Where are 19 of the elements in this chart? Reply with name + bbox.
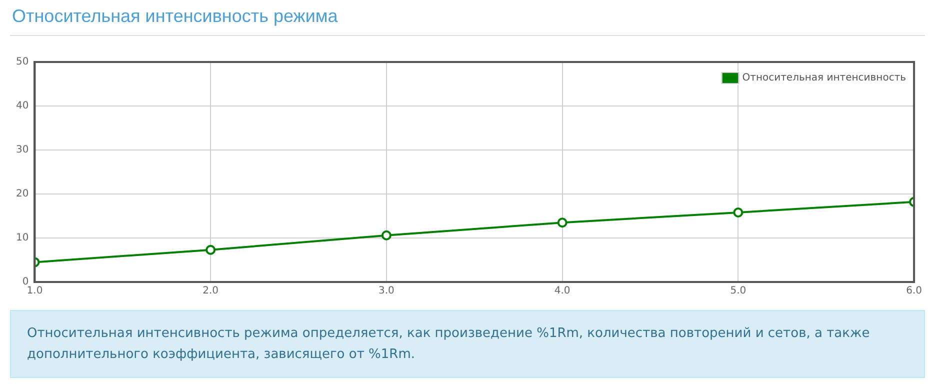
x-tick-label: 6.0 [906, 286, 922, 297]
x-tick-label: 3.0 [378, 286, 394, 297]
point [381, 230, 392, 240]
x-tick-label: 1.0 [26, 286, 43, 297]
point [557, 218, 568, 228]
x-tick-label: 2.0 [202, 286, 219, 297]
y-tick-label: 10 [16, 232, 29, 244]
legend-label: Относительная интенсивность [742, 72, 906, 84]
y-tick-label: 30 [16, 144, 29, 156]
y-tick-label: 40 [16, 100, 29, 112]
y-tick-label: 50 [16, 56, 29, 68]
y-tick-label: 0 [22, 276, 29, 288]
x-tick-label: 5.0 [730, 286, 746, 297]
y-tick-label: 20 [16, 188, 29, 200]
point [733, 207, 744, 218]
text: Относительная интенсивность режима определяется, как произведение %1Rm, количества повторений и сетов, а также дополнительного коэффициента, зависящего от %1Rm. [10, 310, 925, 378]
chart-title: Относительная интенсивность режима [10, 0, 925, 36]
point [206, 244, 216, 255]
x-tick-label: 4.0 [554, 286, 570, 297]
